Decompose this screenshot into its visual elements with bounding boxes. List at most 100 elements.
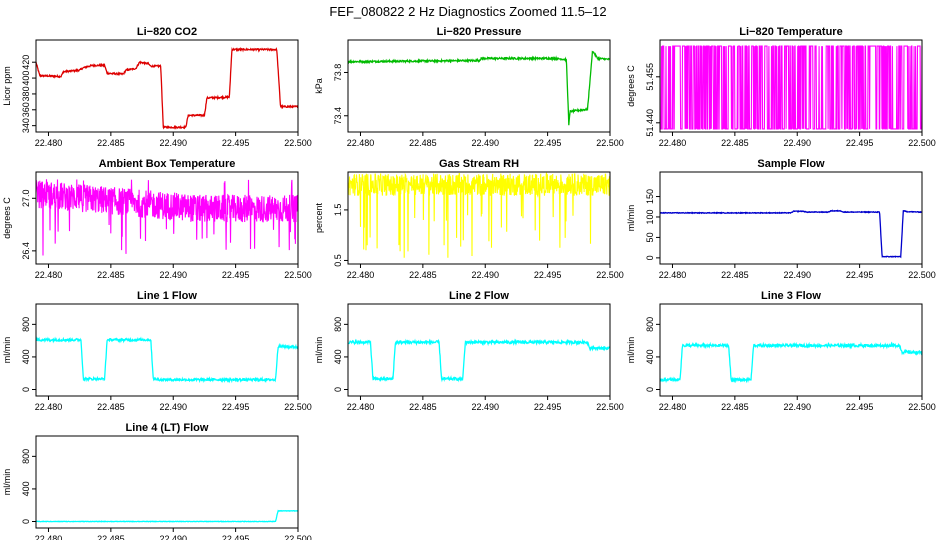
x-tick-label: 22.500 bbox=[284, 270, 312, 280]
x-tick-label: 22.500 bbox=[284, 138, 312, 148]
y-tick-label: 400 bbox=[333, 349, 343, 364]
series bbox=[35, 179, 299, 256]
panel-1: Li−820 CO2 22.480 22.485 22.490 22.495 22.500… bbox=[2, 26, 312, 148]
plot-frame bbox=[347, 39, 611, 133]
panel-4: Ambient Box Temperature 22.480 22.485 22.49… bbox=[2, 158, 312, 280]
x-tick-label: 22.490 bbox=[471, 270, 499, 280]
x-tick-label: 22.485 bbox=[409, 270, 437, 280]
x-tick-label: 22.490 bbox=[159, 534, 187, 540]
x-tick-label: 22.495 bbox=[534, 270, 562, 280]
y-tick-label: 50 bbox=[645, 232, 655, 242]
y-tick-label: 420 bbox=[21, 55, 31, 70]
plot-frame bbox=[659, 171, 923, 265]
y-axis-label: kPa bbox=[314, 78, 324, 94]
series-line bbox=[660, 45, 923, 130]
x-tick-label: 22.500 bbox=[908, 402, 936, 412]
series-line bbox=[347, 338, 611, 383]
y-tick-label: 73.8 bbox=[333, 64, 343, 82]
x-tick-label: 22.490 bbox=[471, 138, 499, 148]
series bbox=[35, 509, 299, 523]
y-axis-label: Licor ppm bbox=[2, 66, 12, 106]
x-tick-label: 22.485 bbox=[97, 402, 125, 412]
y-tick-label: 26.4 bbox=[21, 242, 31, 260]
panel-title: Line 3 Flow bbox=[761, 290, 821, 302]
y-tick-label: 800 bbox=[21, 449, 31, 464]
plot-frame bbox=[347, 303, 611, 397]
panel-6: Sample Flow 22.480 22.485 22.490 22.495 22.50… bbox=[626, 158, 936, 280]
y-tick-label: 150 bbox=[645, 189, 655, 204]
panel-8: Line 2 Flow 22.480 22.485 22.490 22.495 22.50… bbox=[314, 290, 624, 412]
series bbox=[347, 172, 611, 258]
x-tick-label: 22.495 bbox=[846, 138, 874, 148]
panel-title: Ambient Box Temperature bbox=[99, 158, 236, 170]
x-tick-label: 22.480 bbox=[659, 270, 687, 280]
y-tick-label: 0 bbox=[21, 387, 31, 392]
x-tick-label: 22.490 bbox=[783, 270, 811, 280]
series-line bbox=[659, 341, 923, 384]
y-axis-label: ml/min bbox=[626, 205, 636, 232]
plot-frame bbox=[347, 171, 611, 265]
y-tick-label: 0 bbox=[645, 255, 655, 260]
x-tick-label: 22.485 bbox=[97, 270, 125, 280]
x-tick-label: 22.480 bbox=[35, 138, 63, 148]
series-line bbox=[347, 50, 611, 126]
series-line bbox=[35, 336, 299, 384]
y-tick-label: 400 bbox=[21, 481, 31, 496]
x-tick-label: 22.495 bbox=[222, 270, 250, 280]
plot-frame bbox=[35, 435, 299, 529]
x-tick-label: 22.495 bbox=[534, 138, 562, 148]
panel-title: Li−820 CO2 bbox=[137, 26, 197, 38]
x-tick-label: 22.495 bbox=[222, 534, 250, 540]
panel-7: Line 1 Flow 22.480 22.485 22.490 22.495 22.50… bbox=[2, 290, 312, 412]
y-tick-label: 0 bbox=[21, 519, 31, 524]
y-axis-label: degrees C bbox=[2, 197, 12, 239]
x-tick-label: 22.500 bbox=[908, 138, 936, 148]
y-tick-label: 0 bbox=[645, 387, 655, 392]
series bbox=[35, 336, 299, 384]
y-tick-label: 1.5 bbox=[333, 204, 343, 217]
plot-frame bbox=[35, 39, 299, 133]
y-tick-label: 800 bbox=[21, 317, 31, 332]
series bbox=[35, 46, 299, 130]
y-tick-label: 0.5 bbox=[333, 254, 343, 267]
series bbox=[347, 338, 611, 383]
x-tick-label: 22.480 bbox=[35, 402, 63, 412]
x-tick-label: 22.495 bbox=[222, 138, 250, 148]
plot-frame bbox=[659, 39, 923, 133]
y-tick-label: 51.440 bbox=[645, 109, 655, 137]
series-line bbox=[35, 46, 299, 130]
y-tick-label: 73.4 bbox=[333, 107, 343, 125]
x-tick-label: 22.480 bbox=[347, 138, 375, 148]
y-tick-label: 400 bbox=[21, 349, 31, 364]
series bbox=[660, 45, 923, 130]
x-tick-label: 22.485 bbox=[409, 402, 437, 412]
x-tick-label: 22.485 bbox=[97, 534, 125, 540]
y-tick-label: 0 bbox=[333, 387, 343, 392]
figure-title: FEF_080822 2 Hz Diagnostics Zoomed 11.5–… bbox=[329, 4, 606, 19]
x-tick-label: 22.500 bbox=[284, 534, 312, 540]
y-tick-label: 800 bbox=[333, 317, 343, 332]
y-tick-label: 380 bbox=[21, 86, 31, 101]
series-line bbox=[347, 172, 611, 258]
series bbox=[659, 341, 923, 384]
y-axis-label: ml/min bbox=[2, 337, 12, 364]
x-tick-label: 22.490 bbox=[783, 402, 811, 412]
y-tick-label: 360 bbox=[21, 102, 31, 117]
x-tick-label: 22.485 bbox=[721, 402, 749, 412]
x-tick-label: 22.480 bbox=[659, 402, 687, 412]
series bbox=[659, 209, 923, 259]
x-tick-label: 22.495 bbox=[846, 270, 874, 280]
y-tick-label: 400 bbox=[21, 71, 31, 86]
panel-9: Line 3 Flow 22.480 22.485 22.490 22.495 22.50… bbox=[626, 290, 936, 412]
x-tick-label: 22.490 bbox=[159, 138, 187, 148]
x-tick-label: 22.480 bbox=[35, 534, 63, 540]
series bbox=[347, 50, 611, 126]
y-tick-label: 400 bbox=[645, 349, 655, 364]
x-tick-label: 22.485 bbox=[409, 138, 437, 148]
x-tick-label: 22.490 bbox=[159, 402, 187, 412]
x-tick-label: 22.480 bbox=[35, 270, 63, 280]
panel-title: Sample Flow bbox=[757, 158, 825, 170]
y-axis-label: ml/min bbox=[314, 337, 324, 364]
y-tick-label: 340 bbox=[21, 118, 31, 133]
